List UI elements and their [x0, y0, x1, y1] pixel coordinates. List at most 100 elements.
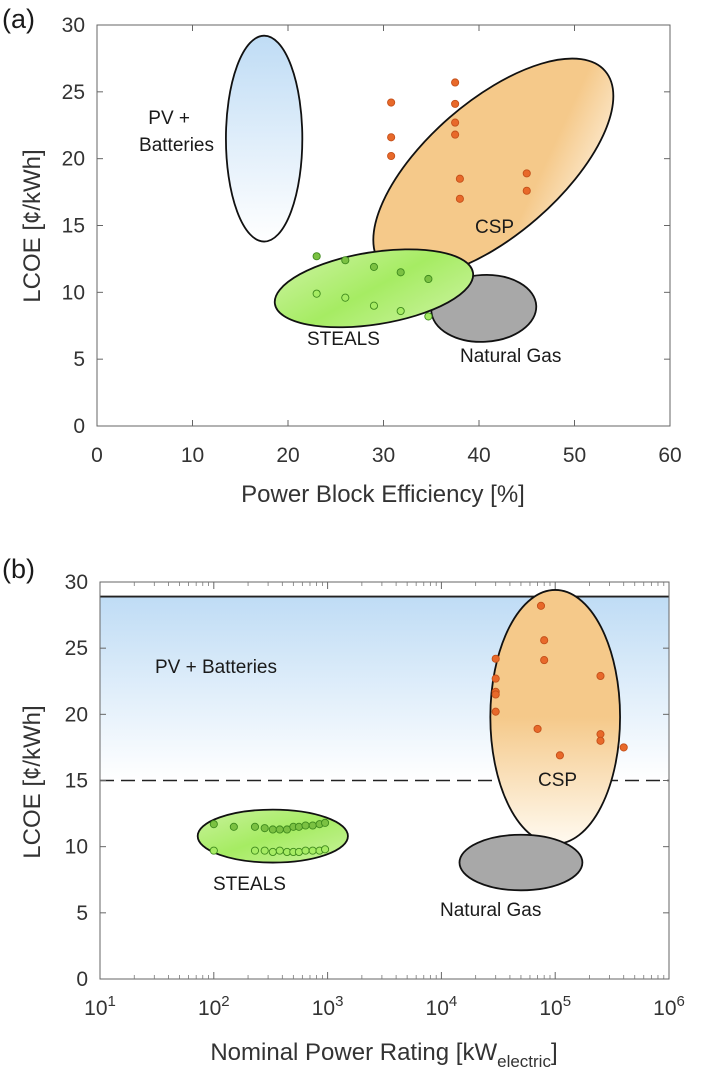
panel-b-steals-point: [250, 846, 260, 855]
panel-a-steals-point: [312, 252, 321, 261]
panel-a-csp-point: [451, 118, 460, 127]
panel-a-x-tick-label: 30: [372, 444, 395, 467]
panel-b-x-tick-exponent: 4: [449, 993, 457, 1010]
panel-b-steals-point: [260, 846, 269, 855]
panel-b-csp-point: [596, 730, 605, 739]
panel-b-y-tick-label: 10: [65, 836, 88, 859]
panel-b-csp-point: [491, 654, 500, 663]
panel-a-y-tick-label: 5: [73, 348, 85, 371]
panel-b-ticks: [99, 581, 670, 980]
panel-b-steals-point: [209, 846, 218, 855]
panel-a-steals-point: [396, 268, 405, 277]
panel-a-steals-label: STEALS: [307, 329, 380, 350]
panel-b-y-tick-label: 15: [65, 770, 88, 793]
panel-b-steals-point: [294, 822, 303, 831]
panel-b-steals-point: [250, 822, 260, 831]
panel-a-x-tick-label: 40: [467, 444, 490, 467]
panel-b-steals-point: [275, 846, 284, 855]
panel-a-steals-region: [273, 248, 475, 329]
panel-a-label: (a): [2, 4, 35, 34]
panel-a-csp-point: [455, 174, 464, 183]
panel-a-steals-point: [312, 289, 321, 298]
panel-a-csp-point: [451, 130, 460, 139]
panel-b-x-tick-label: 106: [653, 993, 685, 1020]
panel-b-x-tick-base: 10: [426, 997, 449, 1020]
panel-b-steals-point: [260, 824, 269, 833]
panel-a-x-tick-label: 50: [563, 444, 586, 467]
panel-b-x-axis-title-end: ]: [551, 1039, 558, 1066]
panel-a-y-tick-label: 30: [62, 14, 85, 37]
panel-a-regions: [225, 34, 615, 343]
panel-b-x-tick-base: 10: [312, 997, 335, 1020]
panel-b-csp-point: [555, 751, 564, 760]
panel-a-x-tick-label: 10: [181, 444, 204, 467]
panel-a-pv-label-line1: PV +: [148, 108, 190, 129]
panel-b-y-tick-label: 30: [65, 571, 88, 594]
panel-a-csp-point: [451, 99, 460, 108]
panel-a-y-tick-label: 0: [73, 415, 85, 438]
panel-b-y-tick-label: 25: [65, 637, 88, 660]
panel-a-steals-point: [369, 301, 379, 310]
panel-b-steals-point: [301, 846, 310, 855]
panel-b-natural-gas-region: [458, 833, 584, 892]
panel-b-steals-point: [294, 847, 303, 857]
panel-b-x-tick-label: 102: [198, 993, 230, 1020]
panel-a-csp-point: [387, 151, 396, 161]
panel-b-x-tick-exponent: 6: [677, 993, 685, 1010]
panel-a: (a) 0 10 20 30 40 50 60 0 5 10 15 20 25 30 PV + Batte…: [2, 4, 682, 508]
panel-b-x-tick-label: 105: [539, 993, 571, 1020]
panel-b-steals-point: [308, 821, 317, 830]
panel-b-steals-point: [268, 825, 277, 834]
panel-b-steals-point: [268, 847, 277, 857]
panel-a-x-tick-label: 20: [276, 444, 299, 467]
panel-a-y-tick-label: 25: [62, 81, 85, 104]
panel-b-steals-point: [229, 822, 238, 831]
panel-b-steals-point: [209, 820, 218, 829]
panel-a-csp-point: [522, 186, 531, 195]
panel-b-csp-point: [536, 601, 546, 610]
panel-b-label: (b): [2, 554, 35, 584]
panel-a-pv-label-line2: Batteries: [139, 135, 214, 156]
panel-b-x-tick-exponent: 5: [563, 993, 571, 1010]
panel-a-steals-point: [369, 262, 379, 271]
panel-b-x-tick-exponent: 2: [221, 993, 229, 1010]
panel-b-steals-point: [308, 846, 317, 855]
panel-a-steals-point: [341, 256, 350, 265]
panel-b-natural-gas-label: Natural Gas: [440, 900, 541, 921]
panel-b-csp-point: [596, 671, 605, 681]
panel-a-csp-label: CSP: [475, 217, 514, 238]
panel-b-csp-point: [596, 736, 605, 745]
panel-b-pv-batteries-label: PV + Batteries: [155, 657, 277, 678]
panel-b-csp-point: [491, 690, 500, 699]
panel-b-x-tick-base: 10: [539, 997, 562, 1020]
panel-b-y-tick-label: 20: [65, 703, 88, 726]
panel-b-x-tick-label: 104: [426, 993, 458, 1020]
panel-b-y-tick-label: 5: [76, 902, 88, 925]
panel-b-x-tick-label: 103: [312, 993, 344, 1020]
panel-b-x-tick-base: 10: [84, 997, 107, 1020]
panel-b-x-axis-title-subscript: electric: [497, 1052, 551, 1071]
panel-a-pv-batteries-region: [225, 34, 304, 243]
panel-a-y-axis-title: LCOE [¢/kWh]: [19, 149, 46, 302]
panel-b-x-tick-base: 10: [653, 997, 676, 1020]
panel-a-natural-gas-label: Natural Gas: [460, 346, 561, 367]
panel-b-points: [209, 601, 628, 857]
panel-b-steals-point: [321, 845, 330, 854]
panel-a-steals-point: [341, 293, 350, 302]
panel-b-steals-point: [321, 818, 330, 827]
panel-b-x-axis-title-main: Nominal Power Rating [kW: [210, 1039, 497, 1066]
panel-a-csp-point: [387, 133, 396, 142]
panel-b-steals-point: [275, 825, 284, 834]
panel-b-csp-point: [540, 636, 549, 645]
panel-a-csp-point: [387, 98, 396, 107]
panel-a-y-tick-label: 20: [62, 148, 85, 171]
panel-b-csp-point: [491, 674, 500, 683]
panel-b-x-tick-label: 101: [84, 993, 116, 1020]
panel-a-csp-point: [451, 78, 460, 87]
panel-a-y-tick-label: 10: [62, 281, 85, 304]
panel-a-x-tick-label: 60: [658, 444, 681, 467]
panel-b-steals-point: [301, 821, 310, 830]
